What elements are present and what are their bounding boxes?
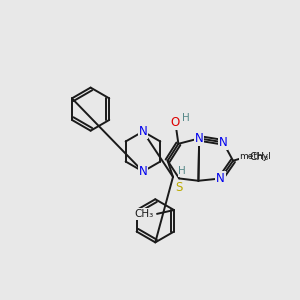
Text: H: H bbox=[182, 112, 190, 123]
Text: N: N bbox=[139, 125, 147, 138]
Text: N: N bbox=[195, 132, 204, 145]
Text: S: S bbox=[176, 181, 183, 194]
Text: N: N bbox=[139, 165, 147, 178]
Text: CH₃: CH₃ bbox=[135, 209, 154, 219]
Text: H: H bbox=[178, 166, 186, 176]
Text: N: N bbox=[219, 136, 227, 149]
Text: CH₃: CH₃ bbox=[249, 152, 268, 162]
Text: N: N bbox=[216, 172, 225, 185]
Text: O: O bbox=[171, 116, 180, 129]
Text: methyl: methyl bbox=[239, 152, 271, 161]
